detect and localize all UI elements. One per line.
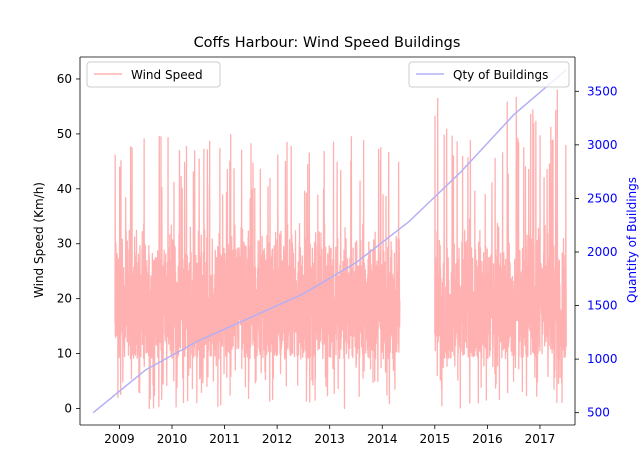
right-tick-label-3500: 3500 (587, 84, 618, 98)
left-tick-label-20: 20 (57, 292, 72, 306)
right-axis-ticks: 500 1000 1500 2000 2500 3000 3500 (575, 84, 618, 420)
left-axis-ticks: 0 10 20 30 40 50 60 (57, 72, 80, 416)
left-tick-label-30: 30 (57, 237, 72, 251)
wind-speed-line-segment-2 (434, 89, 567, 409)
x-tick-label-2013: 2013 (314, 432, 345, 446)
y-axis-right-title: Quantity of Buildings (625, 177, 639, 303)
legend-wind-box (86, 61, 221, 88)
axes (79, 56, 576, 426)
legend-buildings-label: Qty of Buildings (453, 68, 548, 82)
x-tick-label-2017: 2017 (525, 432, 556, 446)
wind-speed-line-segment-1 (114, 133, 401, 410)
x-tick-label-2009: 2009 (104, 432, 135, 446)
right-tick-label-3000: 3000 (587, 138, 618, 152)
wind-speed-series (114, 89, 567, 410)
right-tick-label-1000: 1000 (587, 352, 618, 366)
x-tick-label-2016: 2016 (472, 432, 503, 446)
right-tick-label-2500: 2500 (587, 191, 618, 205)
right-tick-label-2000: 2000 (587, 245, 618, 259)
x-tick-label-2015: 2015 (420, 432, 451, 446)
buildings-series (92, 69, 567, 414)
left-tick-label-10: 10 (57, 347, 72, 361)
x-tick-label-2014: 2014 (367, 432, 398, 446)
x-tick-label-2010: 2010 (157, 432, 188, 446)
x-axis-ticks: 2009 2010 2011 2012 2013 2014 2015 2016 2017 (104, 425, 555, 446)
legend-wind-speed: Wind Speed (86, 61, 221, 88)
y-axis-left-title: Wind Speed (Km/h) (32, 182, 46, 298)
legend-wind-label: Wind Speed (131, 68, 203, 82)
buildings-line (92, 69, 567, 414)
left-tick-label-50: 50 (57, 127, 72, 141)
x-tick-label-2012: 2012 (262, 432, 293, 446)
chart-title: Coffs Harbour: Wind Speed Buildings (194, 35, 461, 51)
legend-buildings-box (408, 61, 570, 88)
right-tick-label-1500: 1500 (587, 299, 618, 313)
left-tick-label-0: 0 (64, 402, 72, 416)
legend-buildings: Qty of Buildings (408, 61, 570, 88)
left-tick-label-40: 40 (57, 182, 72, 196)
left-tick-label-60: 60 (57, 72, 72, 86)
x-tick-label-2011: 2011 (209, 432, 240, 446)
right-tick-label-500: 500 (587, 406, 610, 420)
